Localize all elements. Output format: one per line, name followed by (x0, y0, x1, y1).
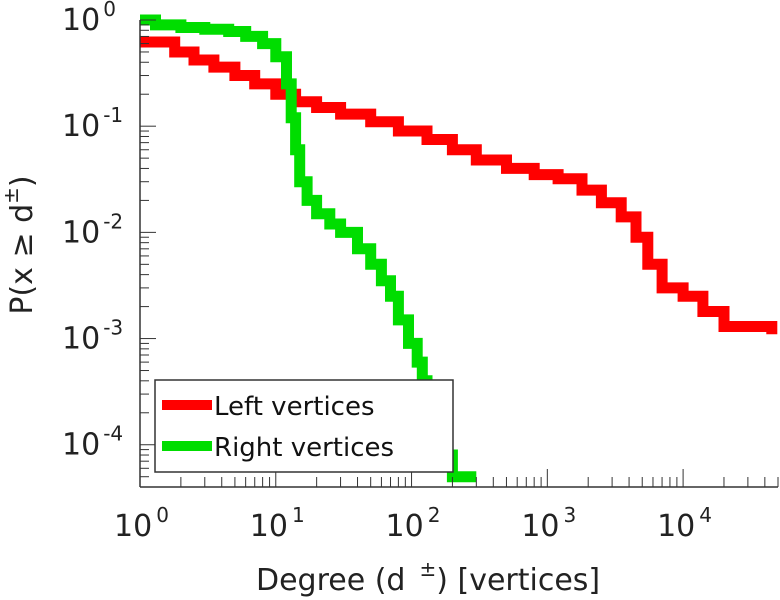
x-tick-label: 10 3 (521, 503, 576, 544)
y-axis-title-superscript: ± (0, 187, 23, 204)
x-tick-label: 10 1 (250, 503, 305, 544)
axes-frame (139, 20, 778, 488)
y-tick-label: 10 0 (62, 0, 116, 38)
series-line-left (140, 36, 778, 335)
tick-marks (139, 19, 779, 488)
legend-box (154, 379, 454, 473)
x-tick-label: 10 0 (114, 503, 169, 544)
y-tick-label: 10 -3 (62, 316, 123, 357)
legend-label-right: Right vertices (214, 433, 394, 463)
x-axis-title-end: ) [vertices] (436, 563, 600, 598)
y-axis-title-main: P(x ≥ d (5, 204, 40, 315)
y-tick-label: 10 -1 (62, 103, 123, 144)
x-tick-label: 10 4 (657, 503, 712, 544)
y-axis-title-end: ) (5, 175, 40, 187)
svg-text:Degree (d±) [vertices]: Degree (d ±) [vertices] (256, 557, 600, 598)
y-tick-label: 10 -2 (62, 209, 123, 250)
x-axis-title-superscript: ± (419, 557, 436, 581)
legend: Left vertices Right vertices (154, 379, 454, 473)
svg-text:P(x ≥ d±): P(x ≥ d±) (0, 175, 40, 314)
x-tick-label: 10 2 (386, 503, 441, 544)
y-axis-title: P(x ≥ d±) (0, 175, 40, 314)
legend-label-left: Left vertices (214, 392, 375, 422)
x-axis-title-main: Degree (d (256, 563, 405, 598)
y-tick-label: 10 -4 (62, 422, 123, 463)
x-axis-title: Degree (d ±) [vertices] (256, 557, 600, 598)
tick-labels: 10 0 10 -1 10 -2 10 -3 10 -4 10 0 10 1 10 2 10 3 10 4 (62, 0, 712, 544)
